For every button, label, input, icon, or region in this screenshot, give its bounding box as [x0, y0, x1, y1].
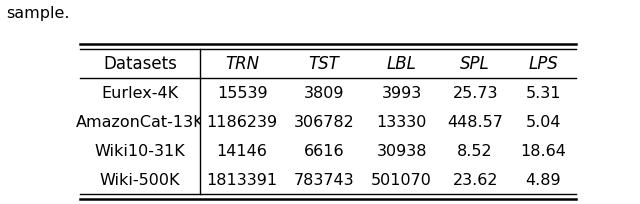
Text: sample.: sample.	[6, 6, 70, 21]
